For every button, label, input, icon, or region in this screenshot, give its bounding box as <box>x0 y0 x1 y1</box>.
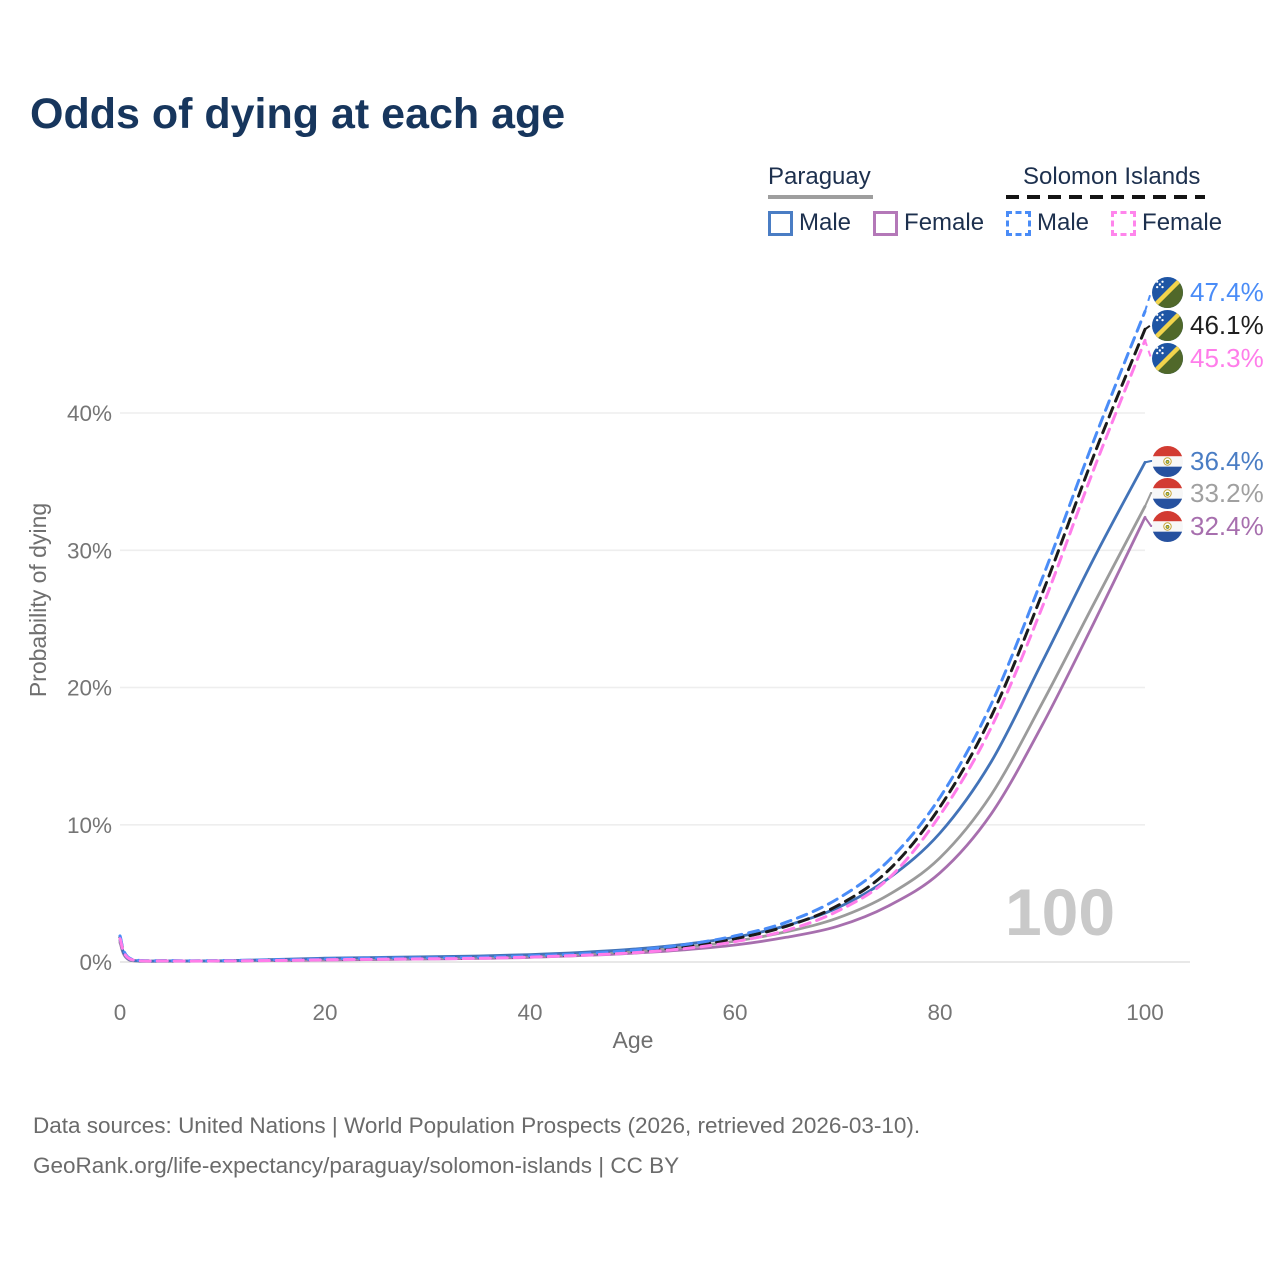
x-tick-label: 20 <box>312 1000 337 1025</box>
paraguay-flag-icon <box>1152 478 1183 509</box>
series-line-0[interactable] <box>118 309 1147 963</box>
series-line-5[interactable] <box>118 515 1147 963</box>
end-label-value: 33.2% <box>1190 477 1264 508</box>
y-tick-label: 20% <box>67 676 112 701</box>
legend-swatch-solomon-female[interactable] <box>1111 210 1137 236</box>
x-tick-label: 100 <box>1126 1000 1164 1025</box>
footer-line-1: Data sources: United Nations | World Pop… <box>33 1113 921 1138</box>
end-label-paraguay-male: 36.4% <box>1152 445 1264 477</box>
series-line-3[interactable] <box>118 461 1147 963</box>
series-line-2[interactable] <box>118 338 1147 963</box>
y-tick-label: 10% <box>67 813 112 838</box>
legend-group-solomon-islands: Solomon Islands Male Female <box>1006 163 1222 237</box>
end-label-paraguay-female: 32.4% <box>1152 510 1264 542</box>
solomon-islands-flag-icon <box>1152 343 1183 374</box>
end-label-paraguay-total: 33.2% <box>1152 477 1264 509</box>
x-axis-title: Age <box>613 1027 654 1053</box>
end-label-solomon-total: 46.1% <box>1152 309 1264 341</box>
data-source-footer: Data sources: United Nations | World Pop… <box>33 1106 920 1186</box>
end-label-value: 46.1% <box>1190 309 1264 340</box>
legend-swatch-paraguay-male[interactable] <box>768 210 793 236</box>
legend-group-title-solomon-islands: Solomon Islands <box>1023 163 1201 190</box>
end-label-solomon-male: 47.4% <box>1152 276 1264 308</box>
legend-group-paraguay: Paraguay Male Female <box>768 163 984 237</box>
solomon-islands-flag-icon <box>1152 277 1183 308</box>
end-label-solomon-female: 45.3% <box>1152 342 1264 374</box>
page-title: Odds of dying at each age <box>30 90 566 138</box>
end-label-value: 36.4% <box>1190 445 1264 476</box>
end-label-value: 47.4% <box>1190 276 1264 307</box>
x-tick-label: 80 <box>927 1000 952 1025</box>
end-label-value: 45.3% <box>1190 342 1264 373</box>
age-watermark: 100 <box>1005 875 1115 949</box>
footer-line-2: GeoRank.org/life-expectancy/paraguay/sol… <box>33 1153 680 1178</box>
series-line-1[interactable] <box>118 327 1147 963</box>
end-label-value: 32.4% <box>1190 510 1264 541</box>
series-line-4[interactable] <box>118 504 1147 963</box>
x-tick-label: 60 <box>722 1000 747 1025</box>
legend-swatch-paraguay-female[interactable] <box>873 210 899 236</box>
legend-underline-paraguay-solid-line <box>768 195 873 199</box>
legend-label-solomon-female[interactable]: Female <box>1142 209 1223 236</box>
y-tick-label: 30% <box>67 538 112 563</box>
legend-label-paraguay-female[interactable]: Female <box>904 209 985 236</box>
y-axis-title: Probability of dying <box>25 503 51 697</box>
x-tick-label: 40 <box>517 1000 542 1025</box>
paraguay-flag-icon <box>1152 511 1183 542</box>
legend-underline-solomon-islands-dashed-line <box>1006 195 1205 199</box>
legend-label-paraguay-male[interactable]: Male <box>799 209 852 236</box>
legend-group-title-paraguay: Paraguay <box>768 163 871 190</box>
legend-swatch-solomon-male[interactable] <box>1006 210 1031 236</box>
y-tick-label: 40% <box>67 401 112 426</box>
legend-label-solomon-male[interactable]: Male <box>1037 209 1090 236</box>
solomon-islands-flag-icon <box>1152 310 1183 341</box>
x-tick-label: 0 <box>114 1000 127 1025</box>
paraguay-flag-icon <box>1152 446 1183 477</box>
y-tick-label: 0% <box>79 950 112 975</box>
